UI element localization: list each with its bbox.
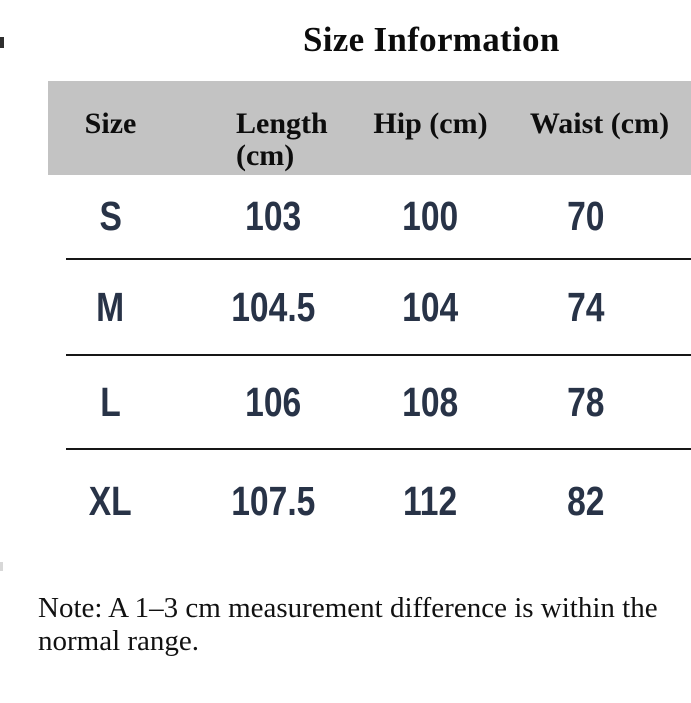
row-divider (66, 448, 691, 450)
header-cell-waist: Waist (cm) (529, 107, 670, 140)
cell-length: 106 (244, 378, 302, 425)
cell-hip: 112 (403, 477, 458, 524)
page-title: Size Information (303, 20, 560, 59)
cell-hip: 100 (402, 193, 459, 239)
table-row-s: S 103 100 70 (48, 175, 691, 258)
cell-size: S (99, 193, 122, 239)
row-divider (66, 258, 691, 260)
cell-hip: 104 (402, 283, 459, 330)
cell-waist: 82 (567, 477, 605, 524)
cell-hip: 108 (402, 378, 459, 425)
cell-size: M (96, 283, 125, 330)
cell-length: 103 (244, 193, 302, 239)
table-row-xl: XL 107.5 112 82 (48, 450, 691, 552)
cell-waist: 74 (567, 283, 605, 330)
edge-artifact-bottom (0, 562, 3, 571)
cell-size: L (100, 378, 121, 425)
edge-artifact-top (0, 37, 4, 48)
size-table: Size Length (cm) Hip (cm) Waist (cm) S 1… (48, 81, 691, 552)
cell-length: 107.5 (230, 477, 316, 524)
measurement-note: Note: A 1–3 cm measurement difference is… (38, 592, 658, 657)
table-row-m: M 104.5 104 74 (48, 260, 691, 354)
cell-waist: 70 (567, 193, 605, 239)
header-cell-length: Length (cm) (236, 107, 328, 172)
cell-waist: 78 (567, 378, 605, 425)
row-divider (66, 354, 691, 356)
table-header-row: Size Length (cm) Hip (cm) Waist (cm) (48, 81, 691, 175)
table-row-l: L 106 108 78 (48, 356, 691, 448)
header-cell-size: Size (84, 107, 137, 140)
cell-length: 104.5 (230, 283, 316, 330)
cell-size: XL (89, 477, 132, 524)
header-cell-hip: Hip (cm) (373, 107, 488, 140)
